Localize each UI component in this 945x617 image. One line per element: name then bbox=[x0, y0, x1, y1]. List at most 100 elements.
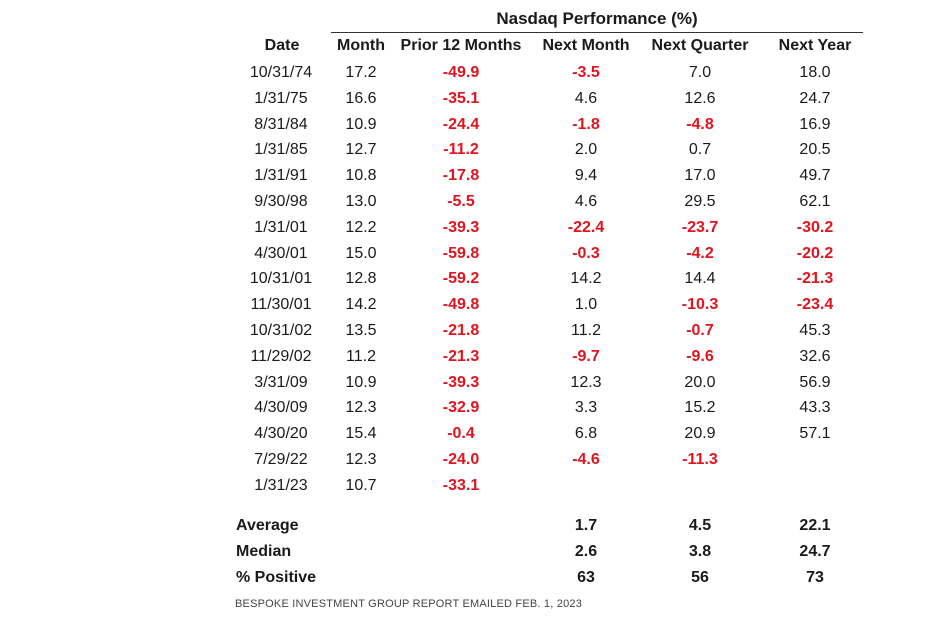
summary-next-quarter: 3.8 bbox=[688, 542, 712, 560]
cell-prior-12-months: -59.8 bbox=[442, 244, 480, 262]
cell-date: 3/31/09 bbox=[254, 373, 308, 391]
cell-next-quarter: -11.3 bbox=[682, 451, 718, 468]
summary-next-year: 73 bbox=[806, 568, 824, 586]
cell-next-quarter: 20.0 bbox=[684, 373, 716, 391]
cell-next-year: 16.9 bbox=[799, 115, 831, 133]
cell-prior-12-months: -11.2 bbox=[443, 141, 479, 159]
table-row: 9/30/98 13.0 -5.5 4.6 29.5 62.1 bbox=[0, 189, 945, 214]
cell-prior-12-months: -59.2 bbox=[442, 270, 480, 288]
cell-next-quarter: -23.7 bbox=[681, 218, 719, 236]
cell-next-quarter: 20.9 bbox=[684, 425, 716, 443]
cell-next-year: 18.0 bbox=[799, 64, 831, 81]
cell-prior-12-months: -0.4 bbox=[447, 425, 475, 443]
cell-prior-12-months: -35.1 bbox=[442, 89, 480, 107]
cell-date: 4/30/09 bbox=[254, 399, 308, 417]
table-row: 7/29/22 12.3 -24.0 -4.6 -11.3 bbox=[0, 447, 945, 472]
cell-next-year: 45.3 bbox=[799, 322, 831, 339]
cell-date: 4/30/20 bbox=[254, 425, 308, 443]
cell-next-quarter: -4.8 bbox=[686, 115, 714, 133]
cell-date: 9/30/98 bbox=[254, 193, 308, 210]
cell-prior-12-months: -17.8 bbox=[442, 167, 480, 185]
summary-next-month: 2.6 bbox=[574, 542, 598, 560]
cell-date: 1/31/85 bbox=[254, 141, 308, 159]
cell-month: 10.9 bbox=[345, 373, 377, 391]
cell-next-month: 2.0 bbox=[574, 141, 598, 159]
cell-next-month: -4.6 bbox=[572, 451, 600, 468]
cell-date: 10/31/01 bbox=[249, 270, 313, 288]
table-row: 4/30/20 15.4 -0.4 6.8 20.9 57.1 bbox=[0, 421, 945, 446]
table-row: 1/31/01 12.2 -39.3 -22.4 -23.7 -30.2 bbox=[0, 215, 945, 240]
cell-next-month: 4.6 bbox=[574, 193, 598, 210]
table-row: 1/31/85 12.7 -11.2 2.0 0.7 20.5 bbox=[0, 137, 945, 162]
cell-next-quarter: 12.6 bbox=[684, 89, 716, 107]
cell-prior-12-months: -39.3 bbox=[442, 373, 480, 391]
cell-next-month: 14.2 bbox=[570, 270, 602, 288]
table-row: 4/30/01 15.0 -59.8 -0.3 -4.2 -20.2 bbox=[0, 241, 945, 266]
cell-prior-12-months: -24.4 bbox=[442, 115, 480, 133]
cell-month: 12.3 bbox=[345, 399, 377, 417]
table-row: 4/30/09 12.3 -32.9 3.3 15.2 43.3 bbox=[0, 395, 945, 420]
col-header-next-year: Next Year bbox=[778, 37, 852, 54]
cell-date: 1/31/91 bbox=[254, 167, 308, 185]
cell-next-year: 57.1 bbox=[799, 425, 831, 443]
cell-next-month: 1.0 bbox=[574, 296, 598, 314]
summary-row: Average 1.7 4.5 22.1 bbox=[0, 513, 945, 538]
summary-row: % Positive 63 56 73 bbox=[0, 565, 945, 590]
cell-month: 12.7 bbox=[345, 141, 377, 159]
cell-next-month: -1.8 bbox=[572, 115, 600, 133]
cell-prior-12-months: -49.8 bbox=[442, 296, 480, 314]
cell-month: 14.2 bbox=[345, 296, 377, 314]
cell-prior-12-months: -39.3 bbox=[442, 218, 480, 236]
col-header-prior-12-months: Prior 12 Months bbox=[400, 37, 522, 54]
cell-next-month: -9.7 bbox=[572, 347, 600, 365]
cell-date: 1/31/75 bbox=[254, 89, 308, 107]
cell-date: 1/31/01 bbox=[254, 218, 308, 236]
cell-month: 10.9 bbox=[345, 115, 377, 133]
cell-next-year: 24.7 bbox=[799, 89, 831, 107]
cell-date: 11/30/01 bbox=[250, 296, 312, 314]
summary-label: % Positive bbox=[236, 568, 317, 586]
cell-month: 12.2 bbox=[345, 218, 377, 236]
cell-next-quarter: -10.3 bbox=[681, 296, 719, 314]
cell-next-month: 12.3 bbox=[570, 373, 602, 391]
cell-next-quarter: 29.5 bbox=[684, 193, 716, 210]
cell-next-quarter: -4.2 bbox=[686, 244, 714, 262]
source-footer: BESPOKE INVESTMENT GROUP REPORT EMAILED … bbox=[235, 598, 583, 610]
cell-month: 10.8 bbox=[345, 167, 377, 185]
col-header-date: Date bbox=[264, 37, 300, 54]
summary-next-month: 63 bbox=[577, 568, 595, 586]
cell-next-quarter: 7.0 bbox=[688, 64, 712, 81]
cell-month: 17.2 bbox=[345, 64, 377, 81]
summary-next-quarter: 56 bbox=[691, 568, 709, 586]
cell-prior-12-months: -21.3 bbox=[442, 347, 480, 365]
cell-next-quarter: -0.7 bbox=[686, 322, 714, 339]
table-row: 11/30/01 14.2 -49.8 1.0 -10.3 -23.4 bbox=[0, 292, 945, 317]
summary-next-quarter: 4.5 bbox=[688, 517, 712, 534]
table-row: 10/31/02 13.5 -21.8 11.2 -0.7 45.3 bbox=[0, 318, 945, 343]
cell-next-month: -22.4 bbox=[567, 218, 605, 236]
cell-date: 8/31/84 bbox=[254, 115, 308, 133]
cell-month: 12.3 bbox=[345, 451, 377, 468]
cell-month: 13.0 bbox=[345, 193, 377, 210]
cell-next-month: -0.3 bbox=[572, 244, 600, 262]
table-row: 8/31/84 10.9 -24.4 -1.8 -4.8 16.9 bbox=[0, 112, 945, 137]
cell-month: 10.7 bbox=[345, 476, 377, 494]
summary-row: Median 2.6 3.8 24.7 bbox=[0, 539, 945, 564]
summary-label: Average bbox=[236, 517, 299, 534]
cell-prior-12-months: -49.9 bbox=[442, 64, 480, 81]
cell-prior-12-months: -32.9 bbox=[442, 399, 480, 417]
cell-next-year: -21.3 bbox=[796, 270, 834, 288]
table-row: 3/31/09 10.9 -39.3 12.3 20.0 56.9 bbox=[0, 370, 945, 395]
table-row: 1/31/23 10.7 -33.1 bbox=[0, 473, 945, 498]
group-header: Nasdaq Performance (%) bbox=[496, 9, 698, 28]
cell-prior-12-months: -5.5 bbox=[447, 193, 475, 210]
cell-month: 15.4 bbox=[345, 425, 377, 443]
summary-next-month: 1.7 bbox=[574, 517, 598, 534]
cell-next-year: 56.9 bbox=[799, 373, 831, 391]
table-row: 1/31/91 10.8 -17.8 9.4 17.0 49.7 bbox=[0, 163, 945, 188]
cell-date: 10/31/02 bbox=[249, 322, 313, 339]
summary-label: Median bbox=[236, 542, 292, 560]
table-row: 1/31/75 16.6 -35.1 4.6 12.6 24.7 bbox=[0, 86, 945, 111]
cell-next-year: 62.1 bbox=[799, 193, 831, 210]
